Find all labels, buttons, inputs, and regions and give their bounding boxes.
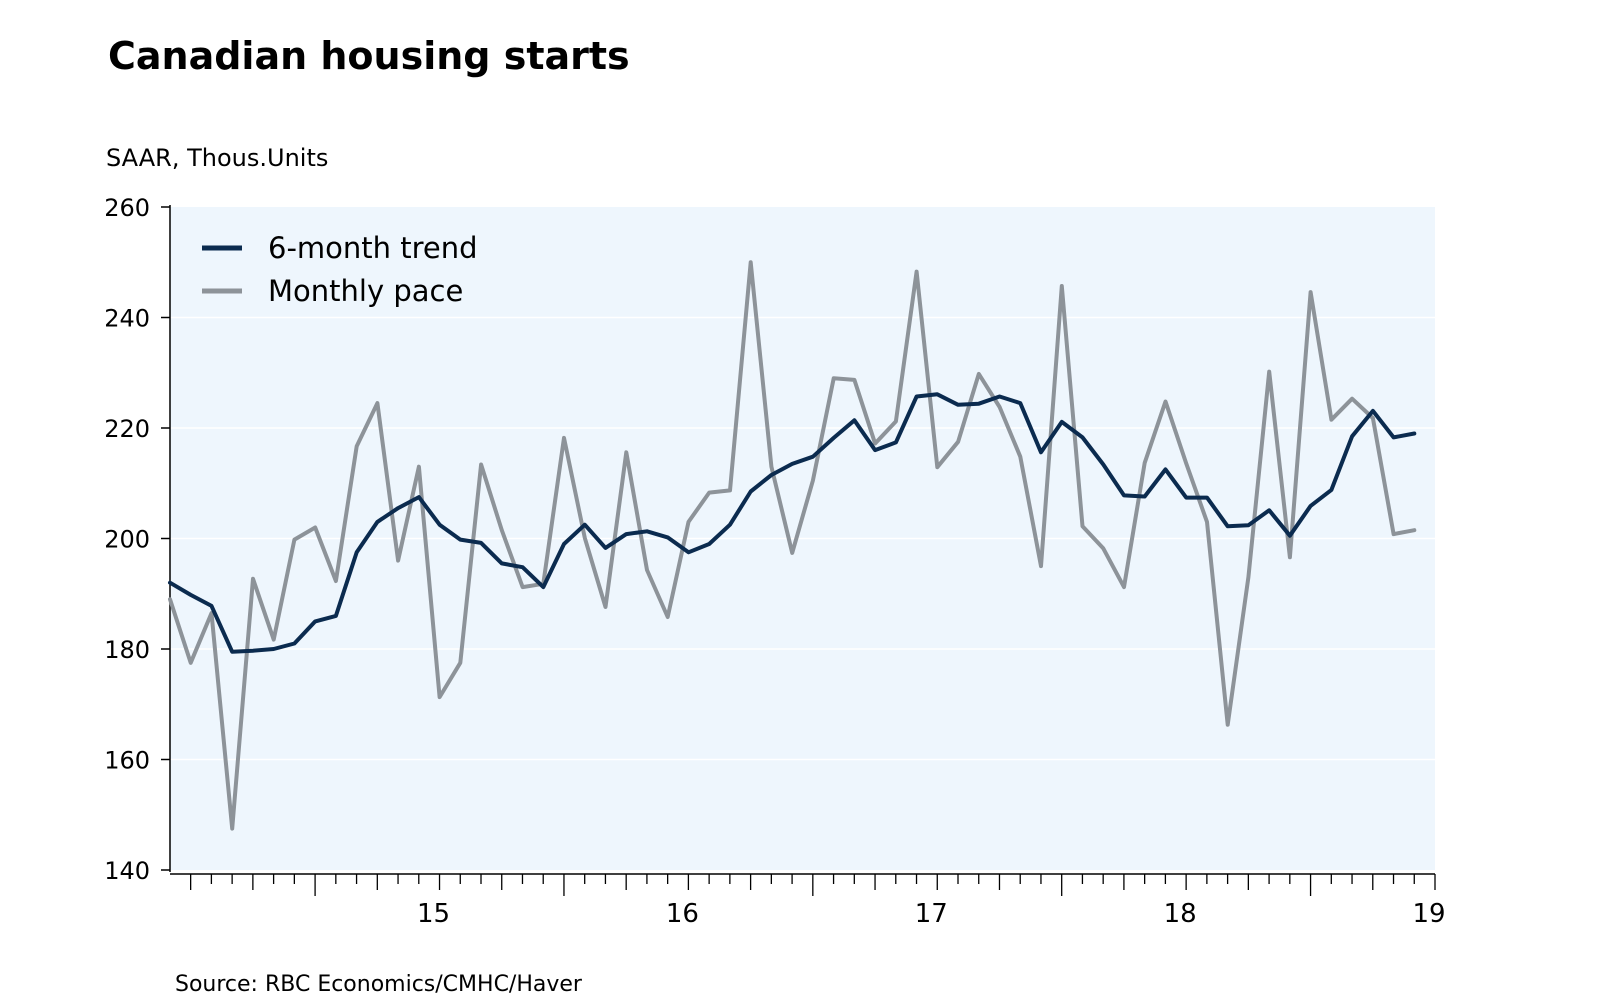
legend-label-trend: 6-month trend	[268, 231, 478, 265]
series-line-trend	[168, 392, 1417, 654]
x-tick-label-16: 16	[666, 899, 699, 929]
series-line-monthly	[168, 260, 1417, 831]
y-tick-label-240: 240	[104, 305, 150, 333]
x-tick-label-19: 19	[1412, 899, 1445, 929]
y-tick-label-160: 160	[104, 747, 150, 775]
y-tick-label-180: 180	[104, 636, 150, 664]
y-tick-label-200: 200	[104, 526, 150, 554]
series-layer	[168, 260, 1417, 831]
legend-label-monthly: Monthly pace	[268, 274, 463, 308]
y-tick-label-260: 260	[104, 194, 150, 222]
legend: 6-month trend Monthly pace	[202, 231, 478, 308]
y-tick-label-140: 140	[104, 857, 150, 885]
grid-lines	[170, 316, 1435, 761]
x-tick-label-18: 18	[1164, 899, 1197, 929]
source-note: Source: RBC Economics/CMHC/Haver	[175, 972, 582, 997]
y-axis: 140 160 180 200 220 240 260	[104, 194, 171, 885]
x-tick-label-15: 15	[417, 899, 450, 929]
chart-title: Canadian housing starts	[108, 34, 630, 78]
x-tick-label-17: 17	[915, 899, 948, 929]
y-tick-label-220: 220	[104, 415, 150, 443]
y-axis-unit-label: SAAR, Thous.Units	[106, 144, 329, 172]
x-axis: 15 16 17 18 19	[170, 873, 1446, 929]
